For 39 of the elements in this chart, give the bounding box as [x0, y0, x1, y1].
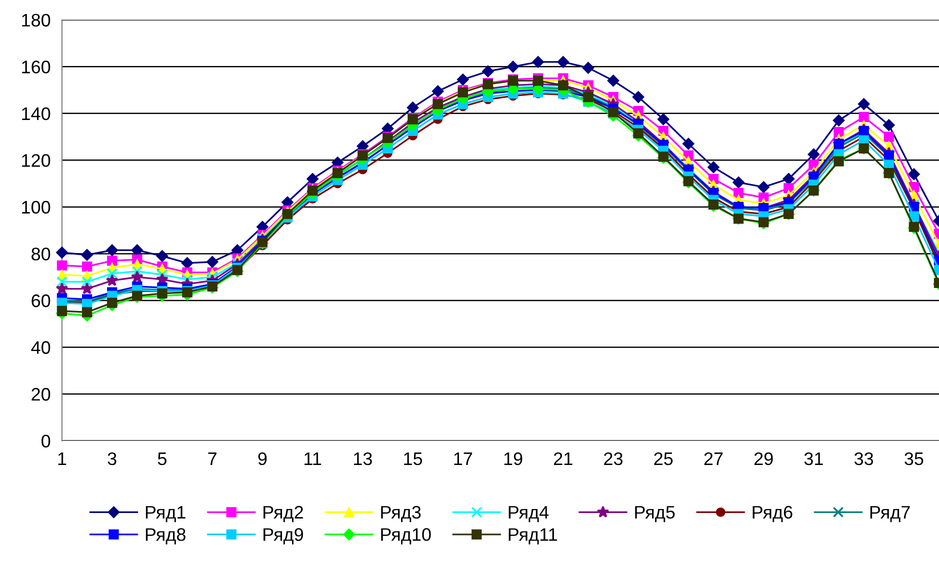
legend-label: Ряд5 [635, 506, 675, 522]
y-tick-label: 140 [22, 107, 50, 120]
y-tick-label: 80 [32, 248, 50, 260]
x-tick-label: 13 [354, 452, 372, 466]
legend-label: Ряд7 [870, 506, 910, 522]
x-tick-label: 23 [604, 452, 622, 466]
x-tick-label: 35 [904, 452, 924, 466]
legend-label: Ряд11 [508, 528, 557, 544]
y-tick-label: 180 [22, 14, 50, 27]
y-tick-label: 40 [31, 341, 50, 354]
y-tick-label: 100 [22, 200, 50, 214]
y-tick-label: 0 [42, 434, 50, 448]
x-tick-label: 31 [804, 452, 823, 466]
x-tick-label: 17 [454, 452, 472, 465]
x-tick-label: 9 [258, 452, 267, 466]
legend-label: Ряд1 [146, 506, 186, 522]
x-tick-label: 25 [654, 452, 673, 466]
x-tick-label: 27 [704, 452, 723, 465]
y-tick-label: 120 [22, 154, 50, 167]
x-tick-label: 33 [854, 452, 874, 466]
legend-label: Ряд3 [381, 506, 421, 522]
y-tick-label: 20 [32, 388, 50, 401]
x-tick-label: 7 [208, 452, 216, 465]
x-tick-label: 3 [108, 452, 116, 466]
legend-label: Ряд6 [752, 506, 792, 522]
x-tick-label: 21 [554, 452, 572, 465]
x-tick-label: 1 [58, 452, 66, 465]
legend-label: Ряд10 [381, 528, 431, 544]
legend-label: Ряд9 [264, 528, 303, 544]
x-tick-label: 19 [504, 452, 522, 466]
y-tick-label: 60 [32, 294, 50, 308]
y-tick-label: 160 [22, 60, 50, 74]
x-tick-label: 29 [754, 452, 773, 466]
legend-label: Ряд4 [508, 506, 549, 522]
x-tick-label: 15 [404, 452, 422, 466]
x-tick-label: 5 [158, 452, 166, 466]
legend-label: Ряд2 [264, 506, 303, 522]
x-tick-label: 11 [304, 452, 322, 465]
legend-label: Ряд8 [146, 528, 186, 544]
